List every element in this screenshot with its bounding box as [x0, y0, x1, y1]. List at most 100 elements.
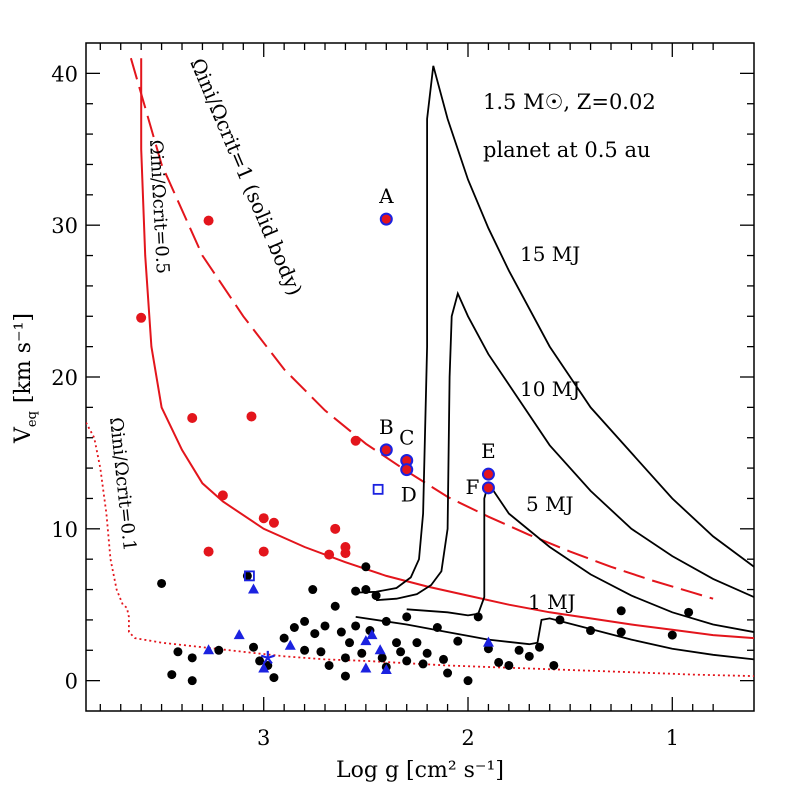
red-point	[246, 411, 257, 422]
y-tick-label: 30	[51, 214, 78, 238]
black-point	[418, 659, 428, 669]
blue-triangle	[284, 639, 296, 650]
y-tick-label: 40	[51, 62, 78, 86]
label-1mj: 1 MJ	[528, 590, 576, 614]
point-label-F: F	[465, 475, 479, 499]
red-point	[203, 546, 214, 557]
axis-ticks	[86, 43, 754, 711]
black-point	[402, 656, 412, 666]
black-point	[340, 671, 350, 681]
black-point	[279, 633, 289, 643]
black-point	[187, 653, 197, 663]
x-tick-label: 2	[461, 726, 474, 750]
black-point	[432, 623, 442, 632]
black-point	[684, 607, 694, 617]
y-axis-label-sub: eq	[25, 411, 40, 427]
black-point	[667, 630, 677, 640]
black-point	[340, 653, 350, 663]
black-point	[336, 627, 346, 637]
black-point	[255, 656, 265, 666]
black-point	[249, 642, 259, 652]
black-curve-1-MJ	[355, 616, 754, 661]
blue-triangle	[482, 636, 494, 647]
red-point	[268, 517, 279, 528]
black-point	[443, 668, 453, 678]
label-15mj: 15 MJ	[520, 242, 580, 266]
blue-triangle	[203, 644, 215, 655]
red-point	[258, 513, 269, 524]
red-curve-omega-1-solid-body	[129, 57, 714, 600]
y-axis-label-main: V	[11, 426, 36, 444]
black-point	[616, 606, 626, 616]
red-point	[324, 549, 335, 560]
black-point	[300, 645, 310, 655]
black-point	[167, 670, 177, 680]
black-point	[173, 647, 183, 657]
black-curve-15-MJ	[355, 65, 754, 594]
blue-triangle	[380, 664, 392, 675]
black-point	[514, 645, 524, 655]
black-point	[524, 651, 534, 661]
svg-text:Veq[km s⁻¹]: Veq [km s⁻¹]	[11, 313, 40, 444]
label-omega-1: Ωini/Ωcrit=1 (solid body)	[185, 55, 307, 299]
black-point	[351, 621, 361, 631]
header-star-line: 1.5 M☉, Z=0.02	[483, 90, 656, 114]
point-label-B: B	[379, 415, 394, 439]
black-point	[320, 621, 330, 631]
red-point	[217, 490, 228, 501]
black-point	[310, 629, 320, 639]
red-point	[258, 546, 269, 557]
black-point	[463, 676, 473, 686]
blue-triangle	[258, 662, 270, 673]
x-tick-label: 3	[257, 726, 270, 750]
blue-triangle	[248, 583, 260, 594]
label-omega-01: Ωini/Ωcrit=0.1	[105, 416, 140, 552]
black-point	[402, 612, 412, 622]
blue-triangle	[374, 644, 386, 655]
blue-triangle	[233, 629, 245, 640]
blue-triangle	[366, 629, 378, 640]
label-omega-05: Ωini/Ωcrit=0.5	[145, 139, 173, 274]
black-point	[535, 642, 545, 652]
red-curve-omega-0.5	[140, 58, 754, 640]
blue-star	[260, 650, 275, 665]
black-point	[351, 586, 361, 596]
red-point	[340, 548, 351, 559]
y-axis-label-units: [km s⁻¹]	[11, 313, 36, 403]
red-point	[187, 412, 198, 423]
data-points: A B C D EF	[136, 184, 694, 686]
black-point	[494, 657, 504, 667]
black-point	[157, 578, 167, 588]
blue-triangle	[360, 635, 372, 646]
red-point	[136, 312, 147, 323]
black-point	[586, 626, 596, 636]
red-point	[350, 435, 361, 446]
point-label-D: D	[401, 483, 417, 507]
red-point	[203, 215, 214, 226]
labeled-point-E	[481, 467, 495, 481]
black-point	[392, 638, 402, 648]
black-point	[345, 638, 355, 648]
labeled-point-A	[379, 212, 393, 226]
black-curve-5-MJ	[406, 481, 754, 633]
header-planet-line: planet at 0.5 au	[483, 138, 651, 162]
black-point	[453, 636, 463, 646]
black-point	[396, 647, 406, 657]
black-point	[361, 562, 371, 572]
y-tick-label: 0	[65, 670, 78, 694]
black-point	[412, 638, 422, 648]
black-point	[377, 653, 387, 663]
black-point	[616, 627, 626, 637]
black-point	[361, 585, 371, 595]
blue-triangle	[360, 662, 372, 673]
black-point	[473, 612, 483, 622]
point-label-C: C	[399, 426, 414, 450]
y-tick-label: 20	[51, 366, 78, 390]
x-axis-label: Log g [cm² s⁻¹]	[336, 758, 504, 783]
label-10mj: 10 MJ	[520, 377, 580, 401]
black-point	[371, 591, 381, 601]
black-point	[289, 623, 299, 632]
point-label-E: E	[481, 439, 496, 463]
red-point	[330, 523, 341, 534]
